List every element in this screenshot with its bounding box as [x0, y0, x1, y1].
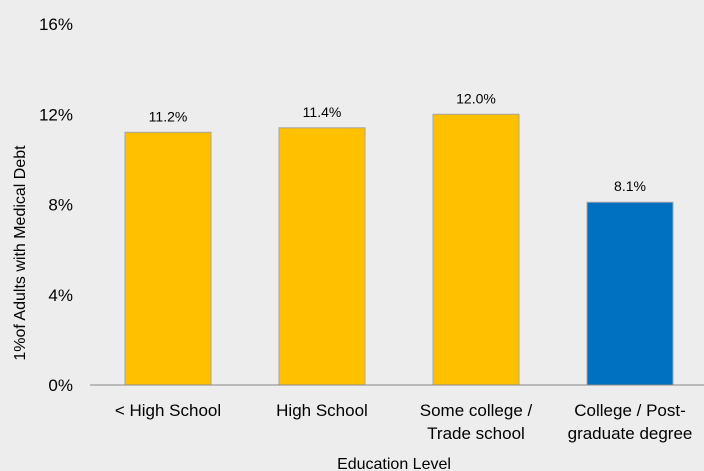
- y-axis-title: 1%of Adults with Medical Debt: [12, 145, 29, 361]
- x-tick-label: College / Post-: [574, 401, 686, 420]
- x-tick-label: Some college /: [420, 401, 533, 420]
- data-label: 11.4%: [303, 104, 342, 120]
- data-label: 11.2%: [149, 108, 188, 124]
- x-axis-categories: < High School High School Some college / Tr…: [115, 401, 693, 443]
- bar: [586, 201, 674, 386]
- x-tick-label: High School: [276, 401, 368, 420]
- y-tick-label: 12%: [39, 105, 73, 124]
- data-labels: 11.2% 11.4% 12.0% 8.1%: [149, 90, 646, 194]
- bar: [432, 113, 520, 386]
- y-tick-label: 16%: [39, 15, 73, 34]
- y-tick-label: 4%: [48, 286, 73, 305]
- x-tick-label: < High School: [115, 401, 221, 420]
- x-axis-title: Education Level: [337, 456, 451, 471]
- bar: [278, 127, 366, 386]
- data-label: 8.1%: [614, 178, 646, 194]
- x-tick-label: graduate degree: [568, 424, 693, 443]
- bars: [124, 113, 674, 386]
- y-tick-label: 8%: [48, 196, 73, 215]
- bar: [124, 131, 212, 386]
- y-tick-label: 0%: [48, 376, 73, 395]
- data-label: 12.0%: [456, 90, 496, 106]
- x-tick-label: Trade school: [427, 424, 525, 443]
- y-axis-ticks: 0% 4% 8% 12% 16%: [39, 15, 73, 395]
